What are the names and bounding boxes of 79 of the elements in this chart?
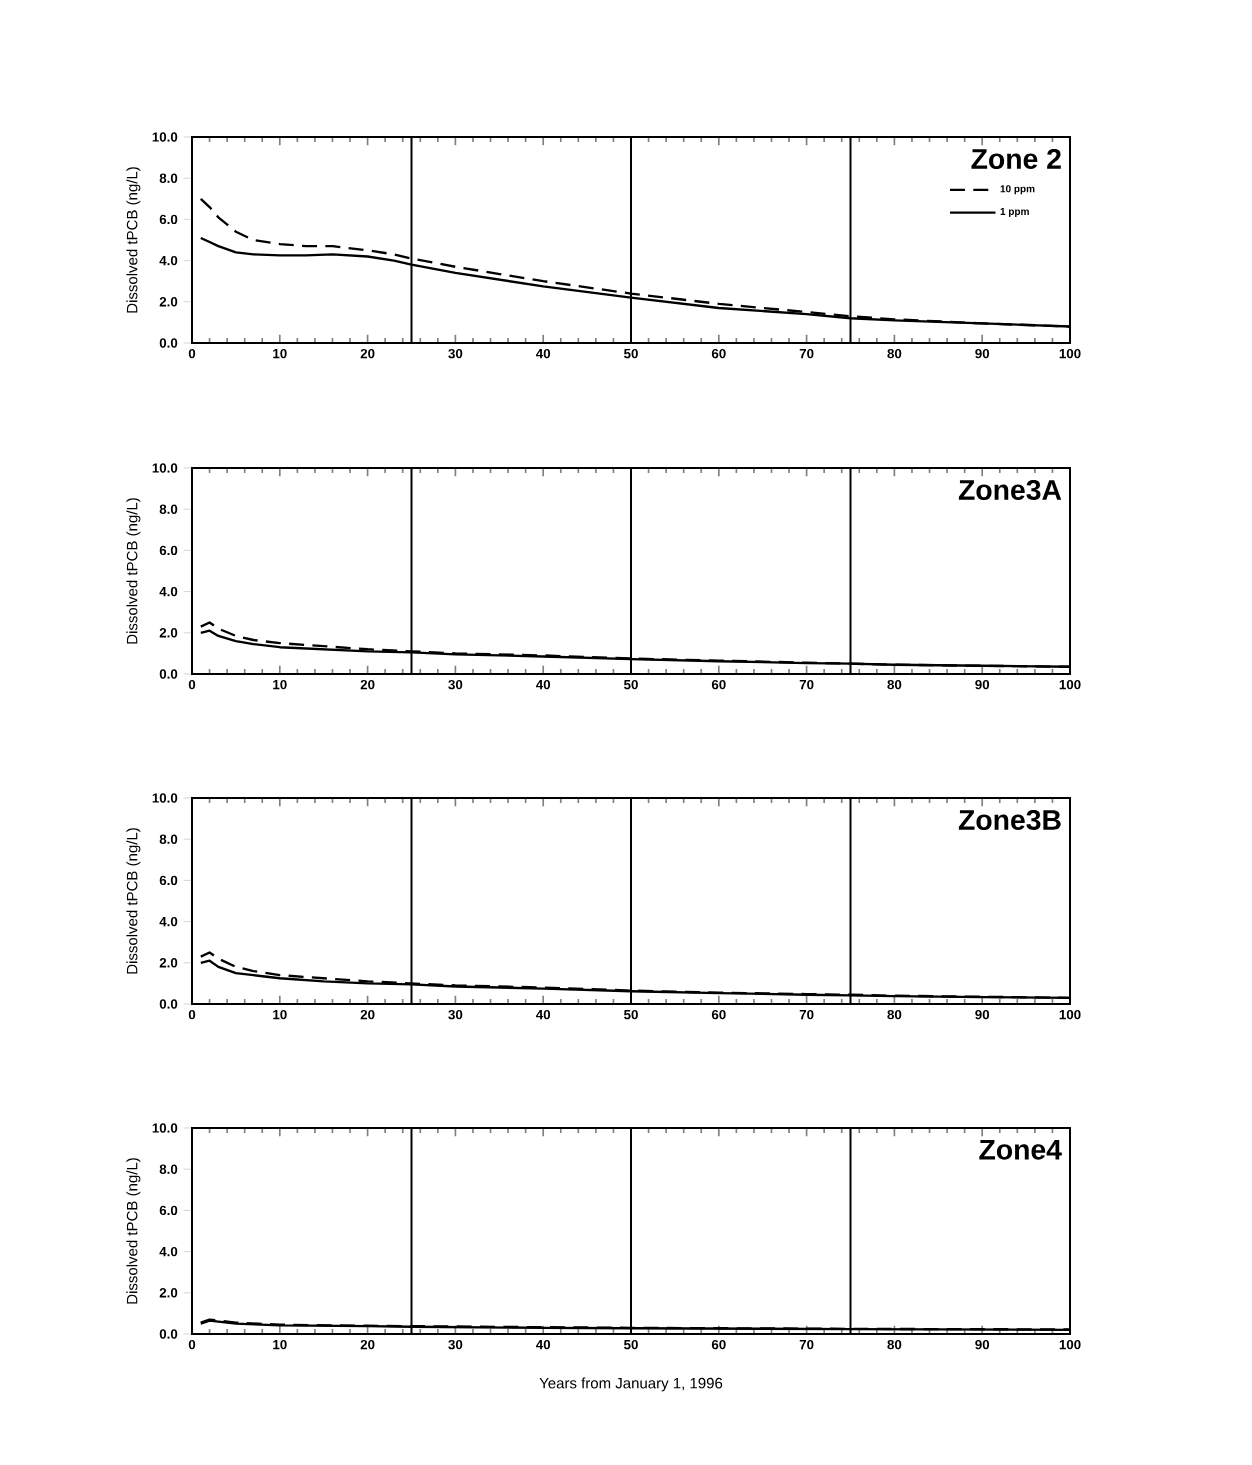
y-tick-label: 2.0 bbox=[159, 1288, 178, 1298]
y-axis-title: Dissolved tPCB (ng/L) bbox=[126, 167, 141, 313]
x-tick-label: 80 bbox=[887, 1009, 902, 1020]
x-tick-label: 100 bbox=[1059, 348, 1081, 359]
y-tick-label: 0.0 bbox=[159, 999, 178, 1009]
y-tick-label: 6.0 bbox=[159, 1205, 178, 1216]
y-tick-label: 4.0 bbox=[159, 916, 178, 927]
x-tick-label: 60 bbox=[711, 679, 726, 690]
x-tick-label: 0 bbox=[188, 348, 196, 359]
x-tick-label: 60 bbox=[711, 348, 726, 359]
y-tick-label: 6.0 bbox=[159, 875, 178, 886]
x-axis-title: Years from January 1, 1996 bbox=[539, 1377, 723, 1392]
x-tick-label: 10 bbox=[273, 348, 287, 359]
y-tick-label: 0.0 bbox=[159, 669, 178, 679]
x-tick-label: 80 bbox=[887, 1339, 902, 1350]
y-tick-label: 4.0 bbox=[159, 1246, 178, 1257]
y-tick-label: 2.0 bbox=[159, 297, 178, 307]
x-tick-label: 20 bbox=[360, 348, 375, 359]
x-tick-label: 70 bbox=[799, 679, 814, 690]
y-tick-label: 6.0 bbox=[159, 214, 178, 225]
y-axis-title: Dissolved tPCB (ng/L) bbox=[126, 498, 141, 644]
x-tick-label: 40 bbox=[535, 1339, 551, 1350]
x-tick-label: 90 bbox=[975, 679, 990, 690]
x-tick-label: 30 bbox=[448, 1339, 463, 1350]
x-tick-label: 100 bbox=[1059, 1009, 1081, 1020]
x-tick-label: 30 bbox=[448, 679, 463, 690]
x-tick-label: 60 bbox=[711, 1009, 726, 1020]
x-tick-label: 40 bbox=[535, 348, 551, 359]
y-tick-label: 4.0 bbox=[159, 586, 178, 597]
y-tick-label: 0.0 bbox=[159, 338, 178, 348]
x-tick-label: 20 bbox=[360, 1009, 375, 1020]
x-tick-label: 40 bbox=[535, 679, 551, 690]
chart-title: Zone3A bbox=[958, 479, 1062, 500]
legend-label: 10 ppm bbox=[1000, 185, 1035, 195]
x-tick-label: 20 bbox=[360, 1339, 375, 1350]
y-tick-label: 2.0 bbox=[159, 628, 178, 638]
x-tick-label: 70 bbox=[799, 348, 814, 359]
x-tick-label: 30 bbox=[448, 348, 463, 359]
legend-label: 1 ppm bbox=[1000, 208, 1029, 217]
x-tick-label: 70 bbox=[799, 1009, 814, 1020]
y-tick-label: 10.0 bbox=[152, 463, 178, 473]
x-tick-label: 60 bbox=[711, 1339, 726, 1350]
y-tick-label: 2.0 bbox=[159, 958, 178, 968]
x-tick-label: 90 bbox=[975, 1339, 990, 1350]
y-tick-label: 10.0 bbox=[152, 793, 178, 803]
y-tick-label: 6.0 bbox=[159, 545, 178, 556]
x-tick-label: 50 bbox=[624, 679, 638, 690]
x-tick-label: 10 bbox=[273, 1339, 287, 1350]
y-tick-label: 8.0 bbox=[159, 1164, 178, 1174]
x-tick-label: 20 bbox=[360, 679, 375, 690]
x-tick-label: 0 bbox=[188, 1339, 196, 1350]
x-tick-label: 50 bbox=[624, 348, 638, 359]
y-tick-label: 0.0 bbox=[159, 1329, 178, 1339]
chart-title: Zone3B bbox=[958, 809, 1061, 830]
y-tick-label: 8.0 bbox=[159, 173, 178, 183]
y-tick-label: 10.0 bbox=[152, 132, 178, 142]
x-tick-label: 100 bbox=[1059, 1339, 1081, 1350]
y-axis-title: Dissolved tPCB (ng/L) bbox=[126, 828, 141, 974]
x-tick-label: 0 bbox=[188, 679, 196, 690]
chart-title: Zone 2 bbox=[971, 148, 1061, 169]
y-tick-label: 4.0 bbox=[159, 255, 178, 266]
y-tick-label: 10.0 bbox=[152, 1123, 178, 1133]
x-tick-label: 70 bbox=[799, 1339, 814, 1350]
x-tick-label: 90 bbox=[975, 348, 990, 359]
y-tick-label: 8.0 bbox=[159, 834, 178, 844]
x-tick-label: 0 bbox=[188, 1009, 196, 1020]
x-tick-label: 100 bbox=[1059, 679, 1081, 690]
x-tick-label: 80 bbox=[887, 679, 902, 690]
y-tick-label: 8.0 bbox=[159, 504, 178, 514]
x-tick-label: 10 bbox=[273, 679, 287, 690]
x-tick-label: 80 bbox=[887, 348, 902, 359]
x-tick-label: 10 bbox=[273, 1009, 287, 1020]
x-tick-label: 40 bbox=[535, 1009, 551, 1020]
y-axis-title: Dissolved tPCB (ng/L) bbox=[126, 1158, 141, 1304]
x-tick-label: 30 bbox=[448, 1009, 463, 1020]
x-tick-label: 50 bbox=[624, 1009, 638, 1020]
chart-title: Zone4 bbox=[979, 1139, 1062, 1160]
x-tick-label: 90 bbox=[975, 1009, 990, 1020]
x-tick-label: 50 bbox=[624, 1339, 638, 1350]
